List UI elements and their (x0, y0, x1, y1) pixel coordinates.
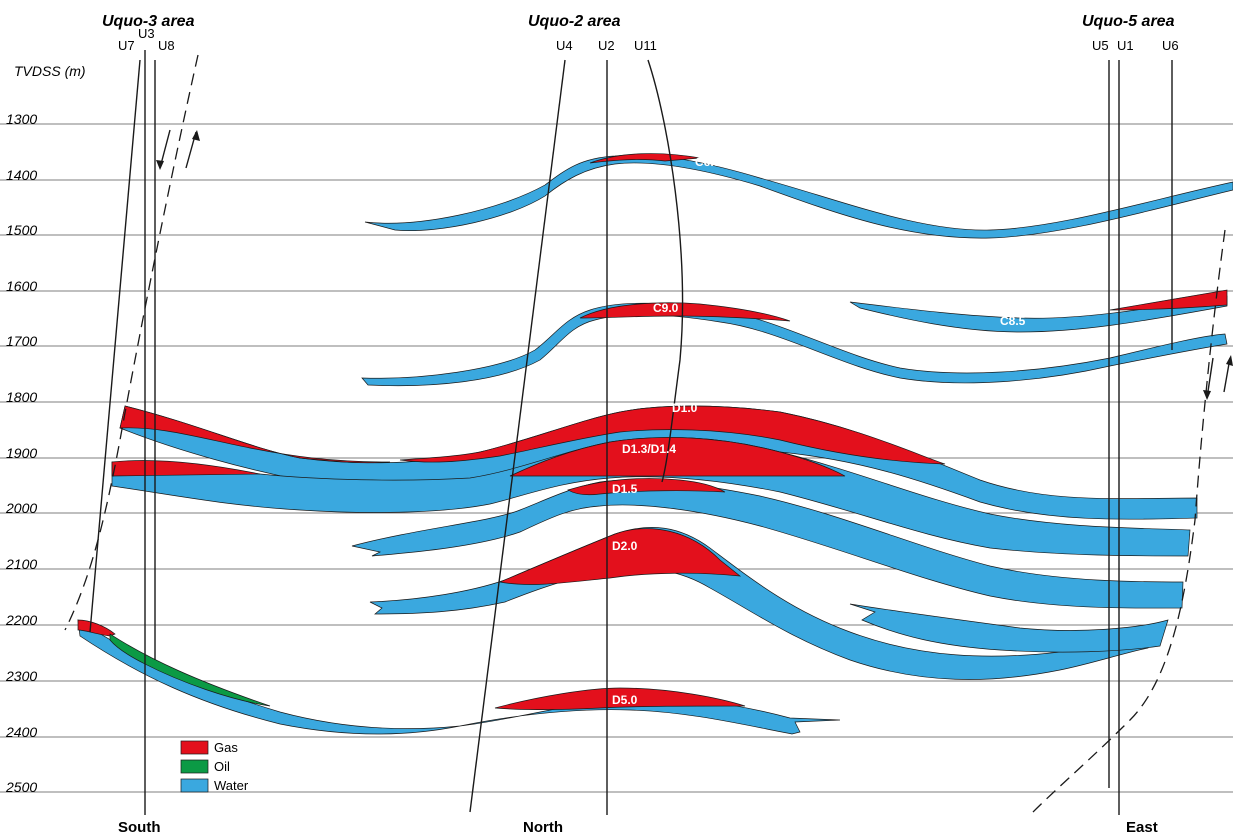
reservoir-c65 (364, 154, 1233, 239)
reservoir-c65-gas (589, 153, 701, 164)
legend-label-oil: Oil (214, 759, 230, 774)
legend-label-gas: Gas (214, 740, 238, 755)
depth-label: 2300 (5, 668, 37, 684)
reservoir-layers (77, 153, 1233, 735)
depth-label: 1300 (6, 111, 37, 127)
well-u7 (89, 59, 141, 633)
reservoir-label-d10: D1.0 (672, 401, 698, 415)
reservoir-d13-gas (111, 460, 261, 477)
area-title-uquo2: Uquo-2 area (528, 13, 621, 30)
fault-arrow-down-east-head (1203, 390, 1211, 400)
well-label-u5: U5 (1092, 38, 1109, 53)
reservoir-label-d13: D1.3/D1.4 (622, 442, 676, 456)
reservoir-d-lower (849, 603, 1169, 653)
faults (64, 54, 1233, 816)
fault-east (1029, 229, 1226, 816)
depth-label: 1500 (6, 222, 37, 238)
reservoir-label-c85: C8.5 (1000, 314, 1026, 328)
fault-south (64, 54, 199, 631)
reservoir-c85-gas (1109, 289, 1228, 311)
direction-east: East (1126, 819, 1158, 836)
reservoir-c90 (361, 302, 1228, 387)
reservoir-c90-gas (579, 302, 791, 322)
legend-label-water: Water (214, 778, 249, 793)
area-title-uquo3: Uquo-3 area (102, 13, 195, 30)
reservoir-d20-gas (498, 528, 742, 585)
depth-label: 2500 (5, 779, 37, 795)
well-label-u4: U4 (556, 38, 573, 53)
wells (89, 50, 1173, 815)
reservoir-labels: C6.5 C9.0 C8.5 D1.0 D1.3/D1.4 D1.5 D2.0 … (612, 155, 1026, 707)
legend-swatch-gas (180, 740, 209, 755)
area-title-uquo5: Uquo-5 area (1082, 13, 1175, 30)
well-label-u3: U3 (138, 26, 155, 41)
depth-label: 2000 (5, 500, 37, 516)
fault-arrow-up-east-head (1226, 355, 1233, 366)
depth-label: 1400 (6, 167, 37, 183)
depth-label: 1800 (6, 389, 37, 405)
depth-label: 2100 (5, 556, 37, 572)
reservoir-d13-gas-crest (509, 437, 846, 477)
well-label-u6: U6 (1162, 38, 1179, 53)
depth-label: 1700 (6, 333, 37, 349)
well-label-u2: U2 (598, 38, 615, 53)
reservoir-d10-gas (119, 405, 391, 464)
reservoir-d13 (111, 437, 1191, 557)
legend-swatch-oil (180, 759, 209, 774)
legend-swatch-water (180, 778, 209, 793)
depth-grid (0, 123, 1233, 793)
direction-south: South (118, 819, 161, 836)
well-u4 (469, 59, 566, 813)
legend: Gas Oil Water (180, 740, 249, 793)
direction-north: North (523, 819, 563, 836)
well-label-u1: U1 (1117, 38, 1134, 53)
depth-label: 1900 (6, 445, 37, 461)
depth-axis-title: TVDSS (m) (14, 63, 86, 79)
well-label-u8: U8 (158, 38, 175, 53)
reservoir-label-d50: D5.0 (612, 693, 638, 707)
reservoir-label-d20: D2.0 (612, 539, 638, 553)
depth-label: 2200 (5, 612, 37, 628)
fault-arrow-down-head (156, 160, 164, 170)
reservoir-label-c65: C6.5 (695, 155, 721, 169)
well-label-u11: U11 (634, 38, 657, 53)
depth-label: 2400 (5, 724, 37, 740)
reservoir-d10-gas-crest (399, 405, 946, 465)
well-label-u7: U7 (118, 38, 135, 53)
reservoir-d50-oil (109, 633, 271, 707)
depth-label: 1600 (6, 278, 37, 294)
fault-arrow-up-head (192, 130, 200, 141)
reservoir-label-d15: D1.5 (612, 482, 638, 496)
depth-axis: TVDSS (m) 1300 1400 1500 1600 1700 1800 … (5, 63, 86, 795)
reservoir-label-c90: C9.0 (653, 301, 679, 315)
well-u11 (647, 59, 684, 483)
reservoir-d50-gas (494, 687, 746, 710)
